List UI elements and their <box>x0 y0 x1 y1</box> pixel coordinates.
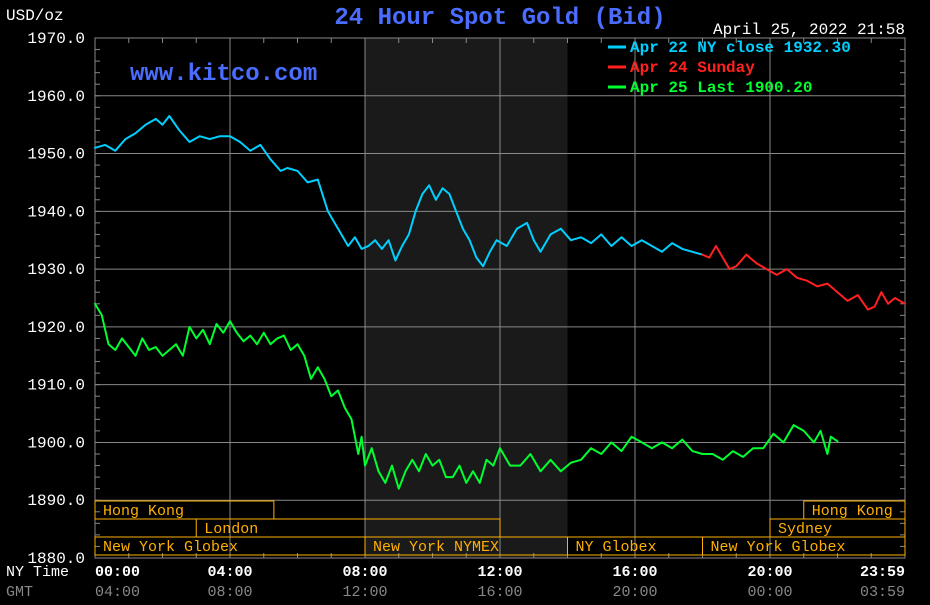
gmt-time-label: 12:00 <box>342 584 387 601</box>
market-bar-label: NY Globex <box>576 539 657 556</box>
ny-time-label: 20:00 <box>747 564 792 581</box>
market-bar-label: New York NYMEX <box>373 539 499 556</box>
market-bar-label: Sydney <box>778 521 832 538</box>
y-tick-label: 1960.0 <box>27 88 85 106</box>
gmt-time-label: 00:00 <box>747 584 792 601</box>
ny-time-label: 00:00 <box>95 564 140 581</box>
chart-title: 24 Hour Spot Gold (Bid) <box>334 5 665 32</box>
legend-label: Apr 25 Last 1900.20 <box>630 79 812 97</box>
y-tick-label: 1950.0 <box>27 146 85 164</box>
y-tick-label: 1890.0 <box>27 492 85 510</box>
y-tick-label: 1920.0 <box>27 319 85 337</box>
chart-svg: 1880.01890.01900.01910.01920.01930.01940… <box>0 0 930 605</box>
gmt-time-label: 16:00 <box>477 584 522 601</box>
market-bar-label: Hong Kong <box>103 503 184 520</box>
ny-time-label: 04:00 <box>207 564 252 581</box>
y-tick-label: 1940.0 <box>27 203 85 221</box>
y-tick-label: 1900.0 <box>27 434 85 452</box>
market-bar-label: London <box>204 521 258 538</box>
market-bar-label: New York Globex <box>711 539 846 556</box>
market-bar-label: Hong Kong <box>812 503 893 520</box>
gmt-row-label: GMT <box>6 584 33 601</box>
chart-timestamp: April 25, 2022 21:58 <box>713 21 905 39</box>
gmt-time-label: 20:00 <box>612 584 657 601</box>
ny-time-row-label: NY Time <box>6 564 69 581</box>
gmt-time-label: 08:00 <box>207 584 252 601</box>
gold-spot-chart: 1880.01890.01900.01910.01920.01930.01940… <box>0 0 930 605</box>
y-tick-label: 1970.0 <box>27 30 85 48</box>
kitco-watermark: www.kitco.com <box>130 61 317 88</box>
y-tick-label: 1930.0 <box>27 261 85 279</box>
gmt-time-label: 04:00 <box>95 584 140 601</box>
legend-label: Apr 22 NY close 1932.30 <box>630 39 851 57</box>
ny-time-label: 08:00 <box>342 564 387 581</box>
y-axis-label: USD/oz <box>6 7 64 25</box>
legend-label: Apr 24 Sunday <box>630 59 755 77</box>
market-bar-label: New York Globex <box>103 539 238 556</box>
gmt-time-label: 03:59 <box>860 584 905 601</box>
ny-time-label: 23:59 <box>860 564 905 581</box>
y-tick-label: 1910.0 <box>27 377 85 395</box>
ny-time-label: 16:00 <box>612 564 657 581</box>
ny-time-label: 12:00 <box>477 564 522 581</box>
